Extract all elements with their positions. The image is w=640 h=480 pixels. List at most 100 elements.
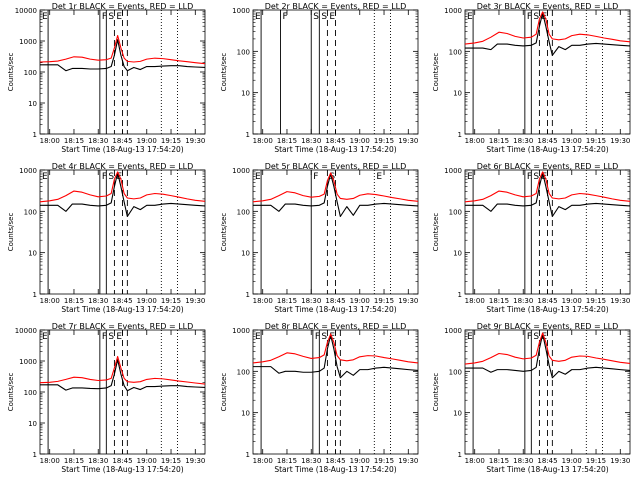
y-tick-label: 10000 xyxy=(15,7,37,15)
x-axis-label: Start Time (18-Aug-13 17:54:20) xyxy=(274,145,396,154)
x-tick-label: 18:00 xyxy=(465,137,485,145)
lld-series-line xyxy=(252,333,419,364)
x-tick-label: 18:15 xyxy=(489,137,509,145)
x-tick-label: 18:15 xyxy=(277,297,297,305)
x-tick-label: 18:00 xyxy=(465,297,485,305)
x-tick-label: 19:15 xyxy=(161,457,181,465)
x-tick-label: 19:00 xyxy=(137,297,157,305)
detector-panel-7: Det 7r BLACK = Events, RED = LLD 1 10 100 10… xyxy=(7,322,206,474)
y-tick-label: 1 xyxy=(33,451,37,459)
y-tick-label: 1 xyxy=(458,291,462,299)
x-tick-label: 18:00 xyxy=(40,457,60,465)
y-axis-label: Counts/sec xyxy=(432,213,440,252)
event-annotation: F xyxy=(102,332,107,342)
panel-title: Det 3r BLACK = Events, RED = LLD xyxy=(477,2,619,11)
y-tick-label: 1 xyxy=(33,291,37,299)
y-tick-label: 1 xyxy=(246,291,250,299)
y-axis-label: Counts/sec xyxy=(432,53,440,92)
y-tick-label: 10 xyxy=(241,250,250,258)
panel-title: Det 4r BLACK = Events, RED = LLD xyxy=(52,162,194,171)
detector-panel-6: Det 6r BLACK = Events, RED = LLD 1 10 100 10… xyxy=(432,162,631,314)
x-tick-label: 19:15 xyxy=(161,137,181,145)
x-tick-label: 19:00 xyxy=(562,457,582,465)
event-annotation: F xyxy=(315,332,320,342)
event-annotation: F xyxy=(527,12,532,22)
event-annotation: E xyxy=(255,172,261,182)
event-annotation: E xyxy=(255,332,261,342)
x-tick-label: 18:15 xyxy=(489,297,509,305)
detector-panel-3: Det 3r BLACK = Events, RED = LLD 1 10 100 10… xyxy=(432,2,631,154)
y-tick-label: 1000 xyxy=(232,7,250,15)
y-tick-label: 10 xyxy=(28,100,37,108)
x-tick-label: 18:45 xyxy=(325,457,345,465)
y-tick-label: 1 xyxy=(458,451,462,459)
x-tick-label: 19:00 xyxy=(137,137,157,145)
x-tick-label: 18:30 xyxy=(301,297,321,305)
x-tick-label: 18:00 xyxy=(253,297,273,305)
lld-series-line xyxy=(39,34,206,65)
panel-title: Det 6r BLACK = Events, RED = LLD xyxy=(477,162,619,171)
x-tick-label: 18:45 xyxy=(537,137,557,145)
x-tick-label: 19:15 xyxy=(374,137,394,145)
event-annotation: S xyxy=(313,12,319,22)
y-tick-label: 10 xyxy=(453,410,462,418)
y-tick-label: 1 xyxy=(458,131,462,139)
y-tick-label: 1000 xyxy=(19,167,37,175)
detector-panel-4: Det 4r BLACK = Events, RED = LLD 1 10 100 10… xyxy=(7,162,206,314)
event-annotation: E xyxy=(42,332,48,342)
y-tick-label: 100 xyxy=(237,48,250,56)
events-series-line xyxy=(253,173,419,218)
x-tick-label: 19:30 xyxy=(610,457,630,465)
y-tick-label: 10000 xyxy=(15,327,37,335)
x-tick-label: 19:30 xyxy=(610,297,630,305)
events-series-line xyxy=(40,359,206,392)
event-annotation: S xyxy=(533,172,539,182)
x-tick-label: 18:30 xyxy=(513,457,533,465)
detector-panel-9: Det 9r BLACK = Events, RED = LLD 1 10 100 10… xyxy=(432,322,631,474)
event-annotation: F xyxy=(283,12,288,22)
y-tick-label: 1000 xyxy=(444,327,462,335)
x-tick-label: 18:00 xyxy=(40,297,60,305)
y-tick-label: 100 xyxy=(24,69,37,77)
y-tick-label: 100 xyxy=(24,389,37,397)
x-tick-label: 19:15 xyxy=(374,457,394,465)
x-tick-label: 18:45 xyxy=(537,457,557,465)
event-annotation: F xyxy=(527,172,532,182)
lld-series-line xyxy=(464,171,631,203)
event-annotation: S xyxy=(108,332,114,342)
event-annotation: E xyxy=(329,12,335,22)
x-tick-label: 18:45 xyxy=(537,297,557,305)
x-tick-label: 18:00 xyxy=(465,457,485,465)
y-tick-label: 1000 xyxy=(232,327,250,335)
detector-panel-2: Det 2r BLACK = Events, RED = LLD 1 10 100 10… xyxy=(220,2,419,154)
x-tick-label: 19:00 xyxy=(562,137,582,145)
x-axis-label: Start Time (18-Aug-13 17:54:20) xyxy=(486,465,608,474)
y-tick-label: 100 xyxy=(237,208,250,216)
y-tick-label: 10 xyxy=(453,250,462,258)
x-tick-label: 19:00 xyxy=(350,297,370,305)
y-axis-label: Counts/sec xyxy=(220,213,228,252)
y-tick-label: 100 xyxy=(449,48,462,56)
x-tick-label: 18:30 xyxy=(513,137,533,145)
x-tick-label: 19:30 xyxy=(398,457,418,465)
x-tick-label: 18:30 xyxy=(301,137,321,145)
lld-series-line xyxy=(464,11,631,45)
event-annotation: S xyxy=(321,12,327,22)
x-tick-label: 18:30 xyxy=(513,297,533,305)
event-annotation: E xyxy=(42,172,48,182)
panel-title: Det 1r BLACK = Events, RED = LLD xyxy=(52,2,194,11)
x-tick-label: 18:45 xyxy=(112,297,132,305)
x-tick-label: 19:15 xyxy=(586,137,606,145)
panel-title: Det 5r BLACK = Events, RED = LLD xyxy=(265,162,407,171)
x-tick-label: 18:15 xyxy=(277,137,297,145)
events-series-line xyxy=(40,39,206,72)
event-annotation: S xyxy=(533,12,539,22)
lld-series-line xyxy=(252,172,419,203)
x-tick-label: 18:30 xyxy=(301,457,321,465)
x-tick-label: 18:30 xyxy=(88,297,108,305)
y-tick-label: 100 xyxy=(237,368,250,376)
event-annotation: E xyxy=(467,172,473,182)
y-axis-label: Counts/sec xyxy=(220,373,228,412)
x-tick-label: 18:45 xyxy=(112,137,132,145)
x-tick-label: 19:00 xyxy=(350,137,370,145)
